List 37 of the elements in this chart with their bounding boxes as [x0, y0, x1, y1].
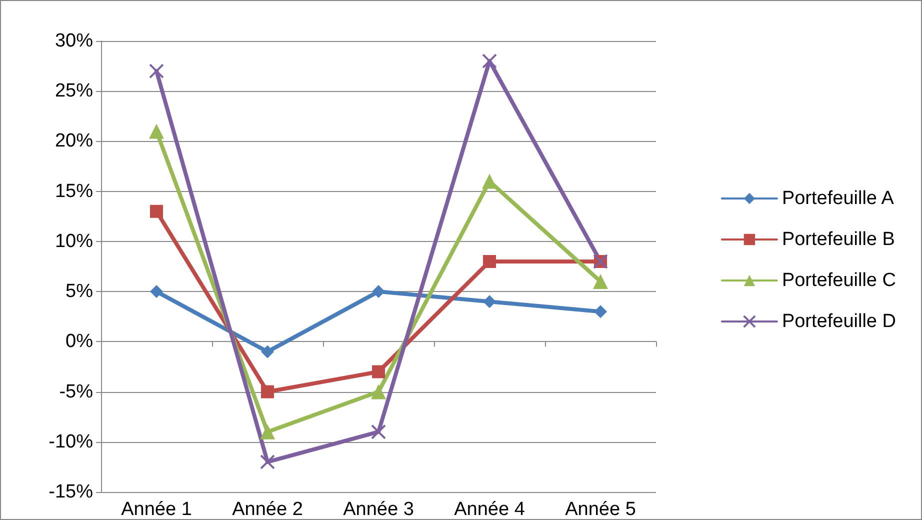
point	[371, 424, 386, 440]
point	[261, 385, 274, 398]
legend-label: Portefeuille A	[782, 188, 894, 209]
point	[483, 295, 496, 308]
point	[593, 274, 608, 290]
point	[483, 254, 496, 268]
y-tick-label: 5%	[66, 281, 94, 302]
y-tick-label: -10%	[48, 431, 94, 452]
point	[150, 204, 163, 218]
point	[372, 365, 385, 378]
legend-label: Portefeuille B	[782, 229, 895, 250]
point	[149, 64, 164, 79]
y-tick-label: 15%	[54, 180, 94, 202]
point	[149, 124, 164, 139]
point	[482, 174, 497, 189]
point	[594, 305, 607, 318]
y-tick-label: 10%	[54, 230, 94, 252]
point	[260, 424, 275, 440]
x-tick-label: Année 5	[565, 499, 636, 520]
y-tick-label: 0%	[66, 331, 94, 352]
x-tick-label: Année 2	[232, 499, 303, 520]
x-tick-label: Année 4	[454, 499, 526, 520]
y-tick-label: -15%	[48, 482, 94, 502]
point	[261, 345, 274, 358]
point	[150, 285, 163, 298]
legend-label: Portefeuille C	[782, 270, 896, 291]
y-tick-label: -5%	[59, 381, 94, 402]
legend-label: Portefeuille D	[782, 311, 896, 332]
point	[371, 384, 386, 400]
point	[260, 454, 275, 470]
x-tick-label: Année 1	[121, 499, 192, 520]
y-tick-label: 20%	[54, 130, 94, 152]
y-tick-label: 30%	[54, 30, 94, 52]
x-tick-label: Année 3	[343, 499, 414, 520]
point	[482, 54, 497, 69]
point	[372, 285, 385, 298]
y-tick-label: 25%	[54, 80, 94, 102]
